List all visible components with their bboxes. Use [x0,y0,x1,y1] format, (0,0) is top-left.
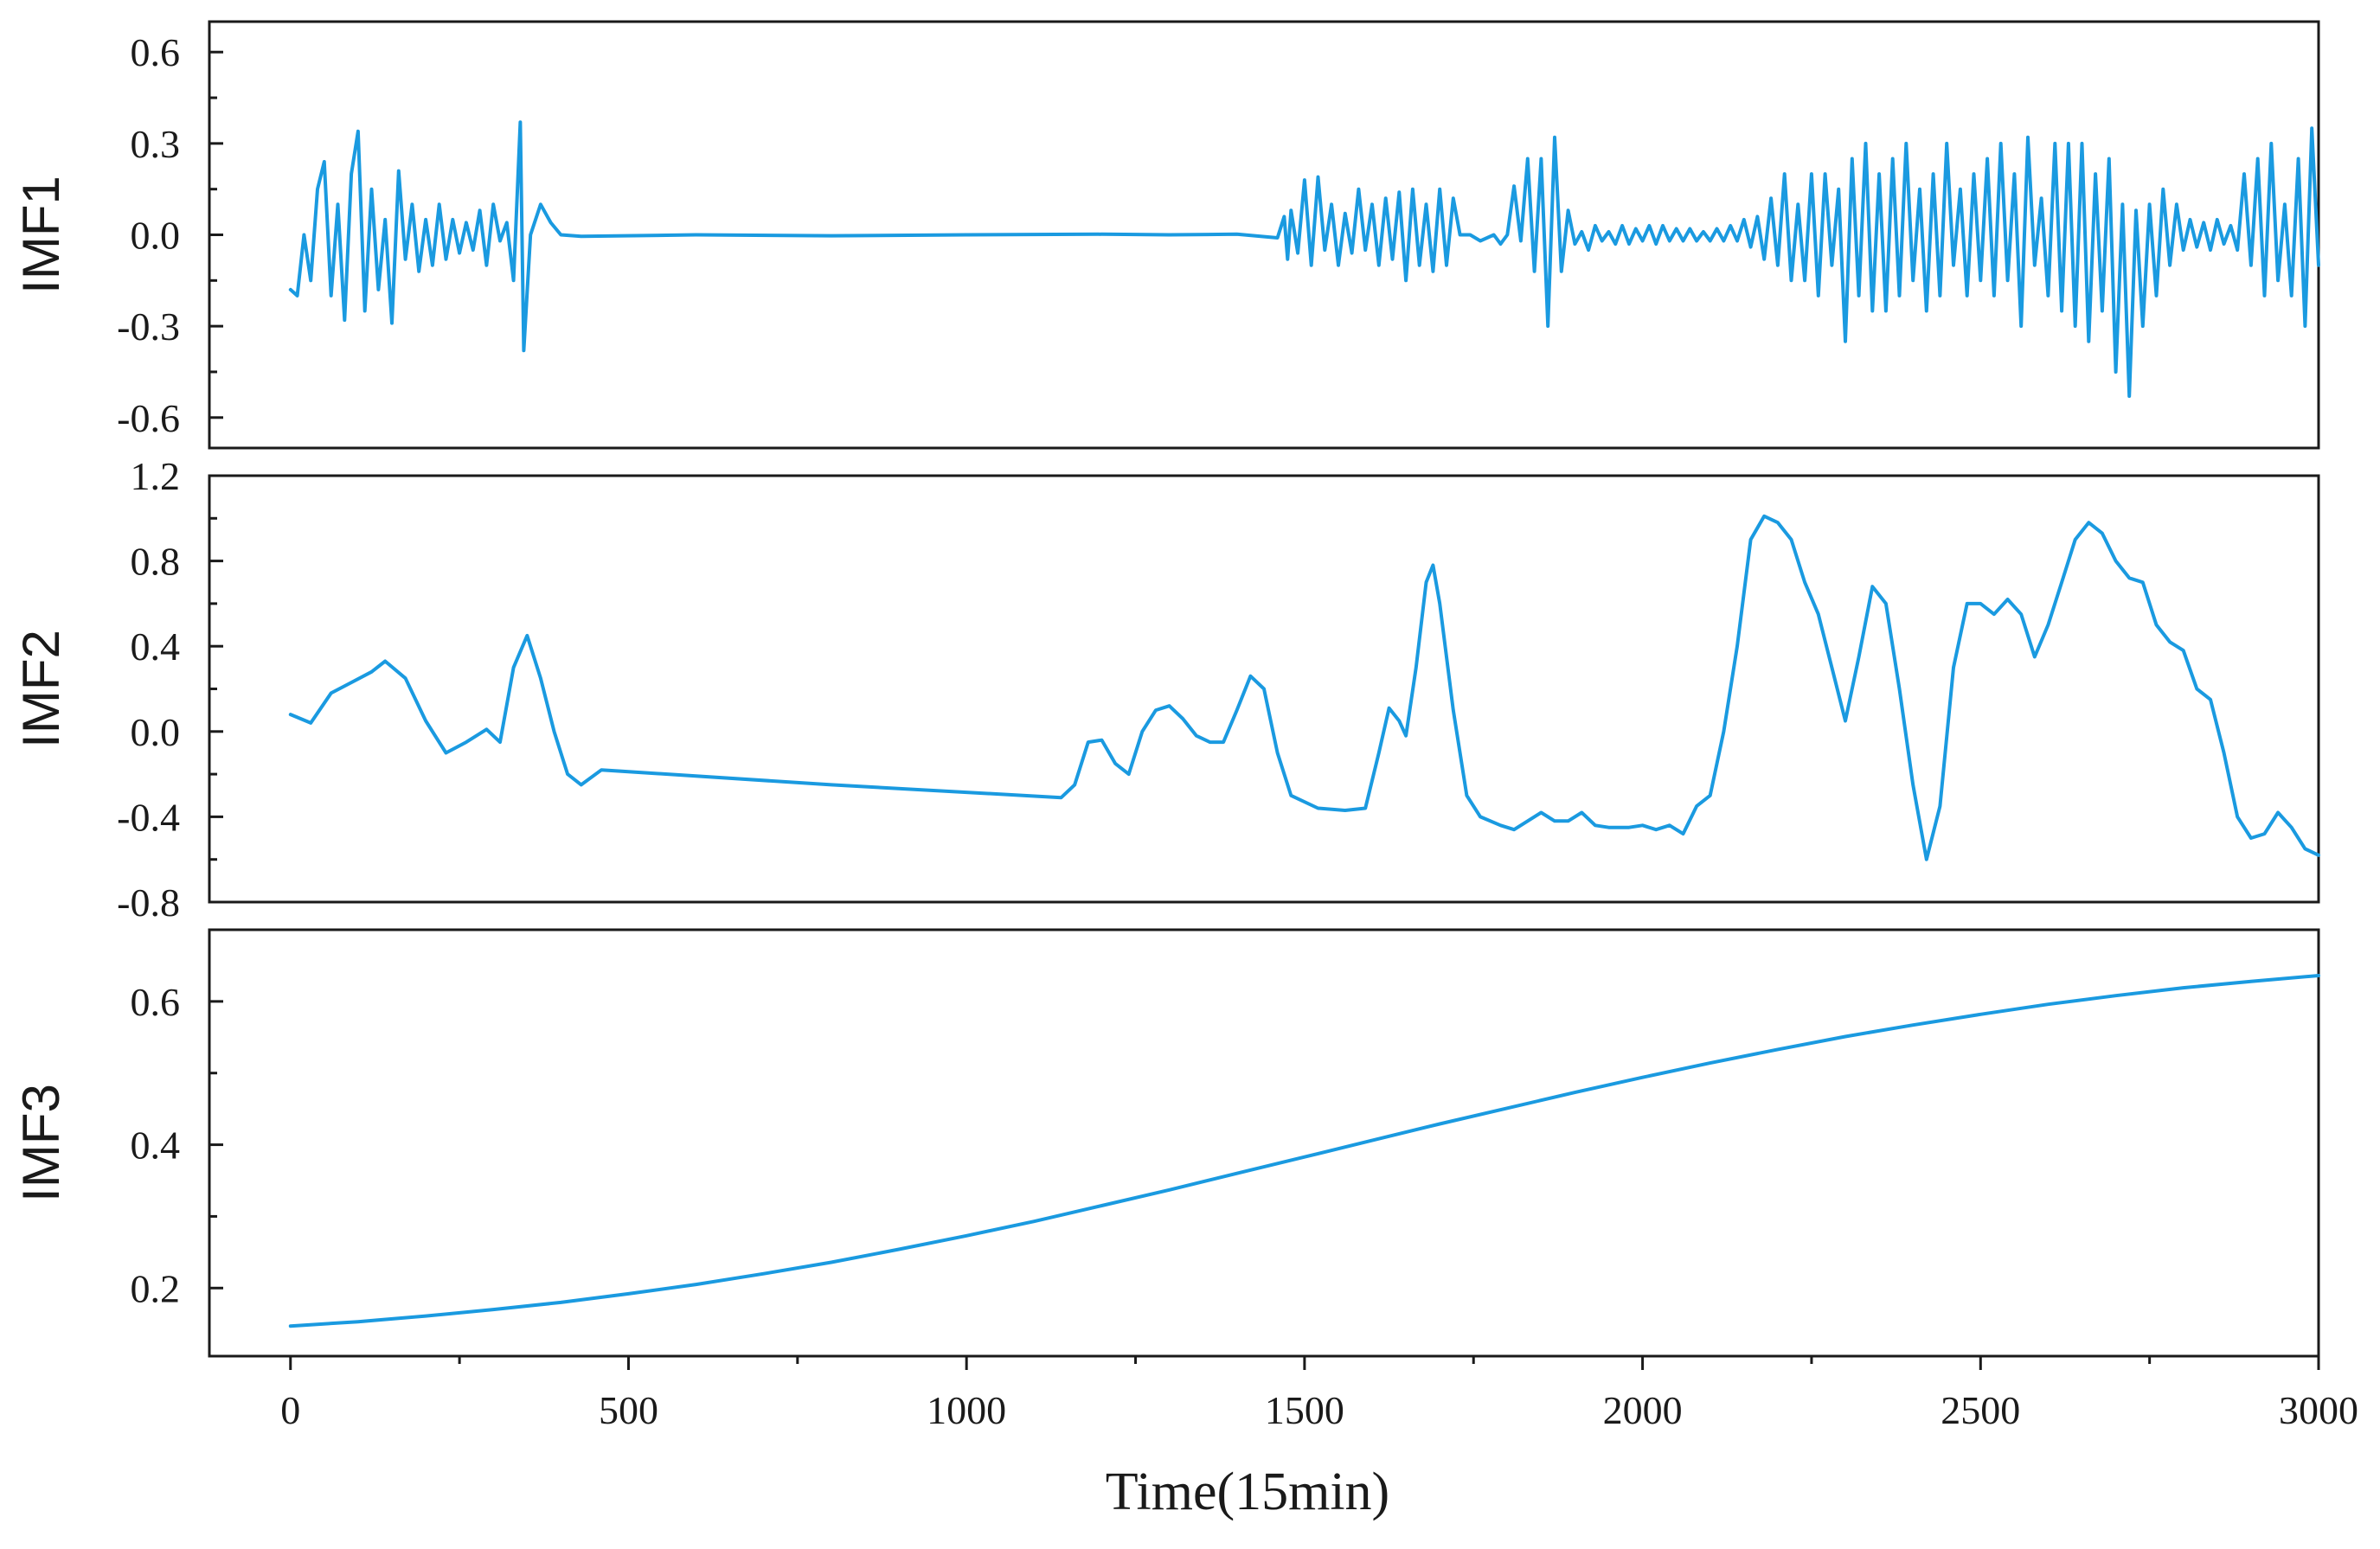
panels: -0.6 -0.3 0.0 0.3 0.6 IMF1 -0.8 -0.4 0.0 0.4 0.8 1.… [12,20,2320,1358]
y-tick-label: 0.0 [131,710,181,754]
x-tick-label: 1000 [927,1388,1006,1432]
y-tick-label: -0.8 [117,880,180,925]
y-tick-label: 1.2 [131,454,181,498]
panel-imf3: 0.2 0.4 0.6 IMF3 [12,928,2320,1358]
y-axis-title-imf3: IMF3 [12,1084,70,1202]
y-tick-label: 0.8 [131,540,181,584]
panel-imf1: -0.6 -0.3 0.0 0.3 0.6 IMF1 [12,20,2320,450]
series-line-imf1 [288,120,2320,399]
y-tick-label: 0.2 [131,1266,181,1310]
y-tick-label: 0.6 [131,980,181,1024]
y-tick-label: -0.6 [117,396,180,440]
y-tick-label: -0.3 [117,304,180,349]
y-tick-label: 0.6 [131,30,181,74]
y-tick-label: 0.3 [131,122,181,166]
x-tick-label: 1500 [1265,1388,1344,1432]
series-line-imf3 [288,974,2320,1328]
panel-imf2: -0.8 -0.4 0.0 0.4 0.8 1.2 IMF2 [12,454,2320,925]
y-tick-label: 0.0 [131,214,181,258]
x-tick-label: 3000 [2279,1388,2358,1432]
y-tick-label: -0.4 [117,795,180,839]
y-tick-label: 0.4 [131,624,181,669]
y-axis-title-imf2: IMF2 [12,630,70,748]
plot-frame [208,928,2320,1358]
plot-frame [208,20,2320,450]
x-tick-label: 0 [280,1388,300,1432]
x-axis: 0 500 1000 1500 2000 2500 3000 [280,1356,2358,1432]
y-tick-label: 0.4 [131,1123,181,1168]
x-axis-title: Time(15min) [1106,1463,1389,1521]
series-line-imf2 [288,514,2320,861]
y-axis-title-imf1: IMF1 [12,176,70,294]
x-tick-label: 500 [599,1388,658,1432]
x-tick-label: 2000 [1603,1388,1683,1432]
x-tick-label: 2500 [1941,1388,2020,1432]
